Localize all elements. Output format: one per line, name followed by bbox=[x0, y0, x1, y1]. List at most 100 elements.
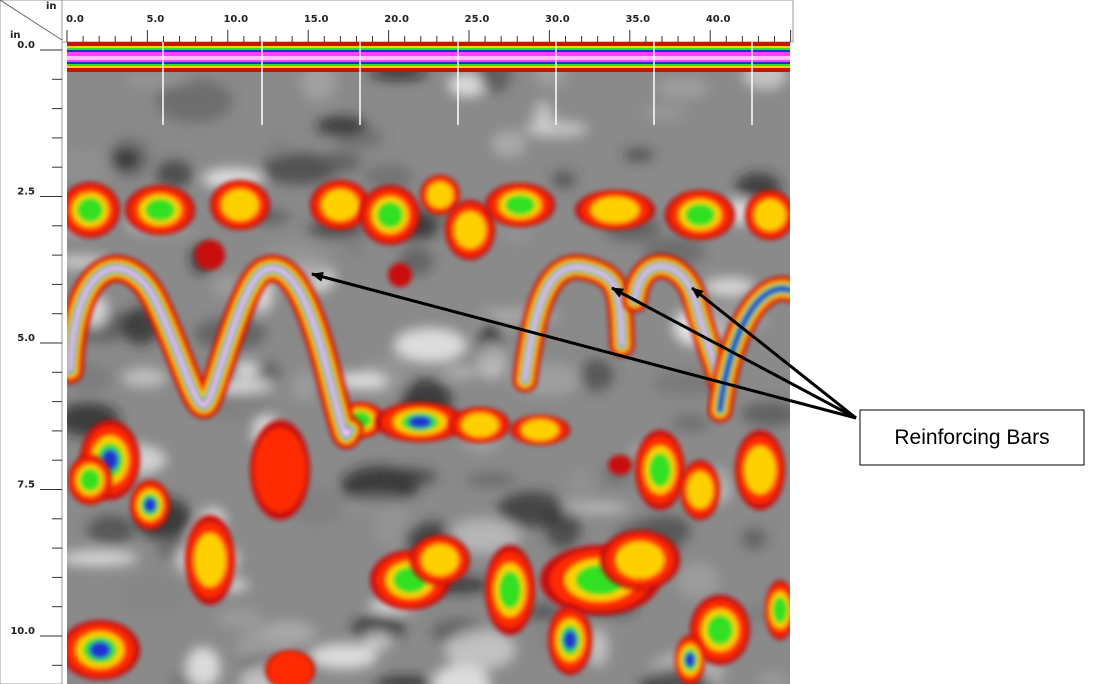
reflection-layer bbox=[616, 542, 664, 579]
texture bbox=[257, 361, 281, 384]
reflection bbox=[388, 263, 412, 287]
texture bbox=[234, 361, 258, 377]
x-tick-label: 35.0 bbox=[625, 14, 650, 25]
reflection-layer bbox=[462, 413, 499, 437]
reflection bbox=[250, 420, 310, 520]
texture bbox=[672, 415, 710, 432]
reflection bbox=[450, 407, 510, 443]
texture bbox=[362, 632, 392, 650]
reflection-layer bbox=[80, 469, 101, 492]
reflection bbox=[548, 605, 592, 675]
reflection bbox=[130, 480, 170, 530]
reflection-layer bbox=[144, 498, 157, 513]
reflection-layer bbox=[195, 240, 225, 270]
reflection bbox=[410, 535, 470, 585]
reflection-layer bbox=[499, 571, 522, 609]
texture bbox=[642, 105, 687, 121]
texture bbox=[112, 148, 141, 171]
reflection bbox=[745, 190, 795, 240]
annotation-label: Reinforcing Bars bbox=[894, 426, 1049, 449]
reflection bbox=[675, 635, 705, 684]
x-tick-label: 20.0 bbox=[384, 14, 409, 25]
texture bbox=[656, 77, 708, 98]
texture bbox=[394, 328, 467, 363]
reflection-layer bbox=[522, 420, 559, 441]
texture bbox=[87, 515, 134, 545]
reflection bbox=[60, 620, 140, 680]
texture bbox=[265, 138, 292, 156]
texture bbox=[309, 644, 377, 669]
reflection-layer bbox=[563, 630, 577, 649]
x-tick-label: 0.0 bbox=[66, 14, 84, 25]
y-tick-label: 7.5 bbox=[17, 480, 35, 491]
reflection-layer bbox=[427, 182, 453, 208]
reflection-layer bbox=[754, 199, 786, 231]
texture bbox=[445, 630, 516, 670]
texture bbox=[676, 562, 719, 599]
texture bbox=[478, 342, 506, 379]
reflection bbox=[510, 415, 570, 445]
x-unit: in bbox=[46, 1, 57, 12]
texture bbox=[491, 130, 526, 157]
texture bbox=[119, 575, 187, 613]
reflection-layer bbox=[254, 428, 306, 512]
texture bbox=[569, 468, 593, 508]
reflection-layer bbox=[649, 453, 672, 487]
reflection bbox=[125, 185, 195, 235]
texture bbox=[442, 366, 479, 379]
texture bbox=[741, 528, 767, 550]
y-tick-label: 5.0 bbox=[17, 333, 35, 344]
reflection bbox=[575, 190, 655, 230]
page: in in 0.05.010.015.020.025.030.035.040.0… bbox=[0, 0, 1099, 684]
texture bbox=[292, 371, 317, 402]
reflection bbox=[195, 240, 225, 270]
texture bbox=[466, 472, 515, 487]
texture bbox=[215, 608, 263, 628]
reflection bbox=[185, 515, 235, 605]
texture bbox=[552, 171, 576, 188]
texture bbox=[624, 149, 654, 161]
reflection bbox=[60, 182, 120, 238]
reflection bbox=[765, 580, 795, 640]
reflection-layer bbox=[377, 202, 404, 229]
surface-layer bbox=[67, 56, 790, 60]
reflection bbox=[680, 460, 720, 520]
texture bbox=[156, 160, 193, 188]
texture bbox=[386, 468, 437, 486]
reflection bbox=[68, 455, 112, 505]
texture bbox=[533, 101, 553, 131]
texture bbox=[58, 550, 137, 566]
radargram-image bbox=[52, 42, 799, 684]
reflection-layer bbox=[89, 641, 111, 658]
reflection bbox=[608, 455, 632, 475]
texture bbox=[498, 492, 564, 528]
texture bbox=[704, 277, 755, 296]
reflection-layer bbox=[408, 416, 432, 429]
reflection-layer bbox=[707, 615, 734, 646]
reflection-layer bbox=[608, 455, 632, 475]
texture bbox=[741, 402, 800, 427]
reflection bbox=[665, 190, 735, 240]
reflection-layer bbox=[322, 189, 359, 221]
reflection-layer bbox=[687, 472, 713, 509]
reflection-layer bbox=[145, 199, 176, 222]
y-tick-label: 0.0 bbox=[17, 40, 35, 51]
top-ruler bbox=[62, 0, 793, 42]
x-tick-label: 25.0 bbox=[465, 14, 490, 25]
reflection bbox=[485, 183, 555, 227]
reflection-layer bbox=[194, 533, 226, 587]
reflection bbox=[360, 185, 420, 245]
reflection-layer bbox=[388, 263, 412, 287]
texture bbox=[53, 149, 115, 183]
reflection bbox=[210, 180, 270, 230]
reflection-layer bbox=[744, 446, 776, 494]
reflection-layer bbox=[422, 544, 459, 576]
texture bbox=[320, 152, 362, 172]
reflection-layer bbox=[77, 197, 104, 222]
y-tick-label: 10.0 bbox=[10, 626, 35, 637]
x-tick-label: 5.0 bbox=[147, 14, 165, 25]
reflection-layer bbox=[685, 653, 696, 668]
x-tick-label: 30.0 bbox=[545, 14, 570, 25]
surface-band bbox=[67, 42, 790, 72]
texture bbox=[344, 497, 410, 512]
